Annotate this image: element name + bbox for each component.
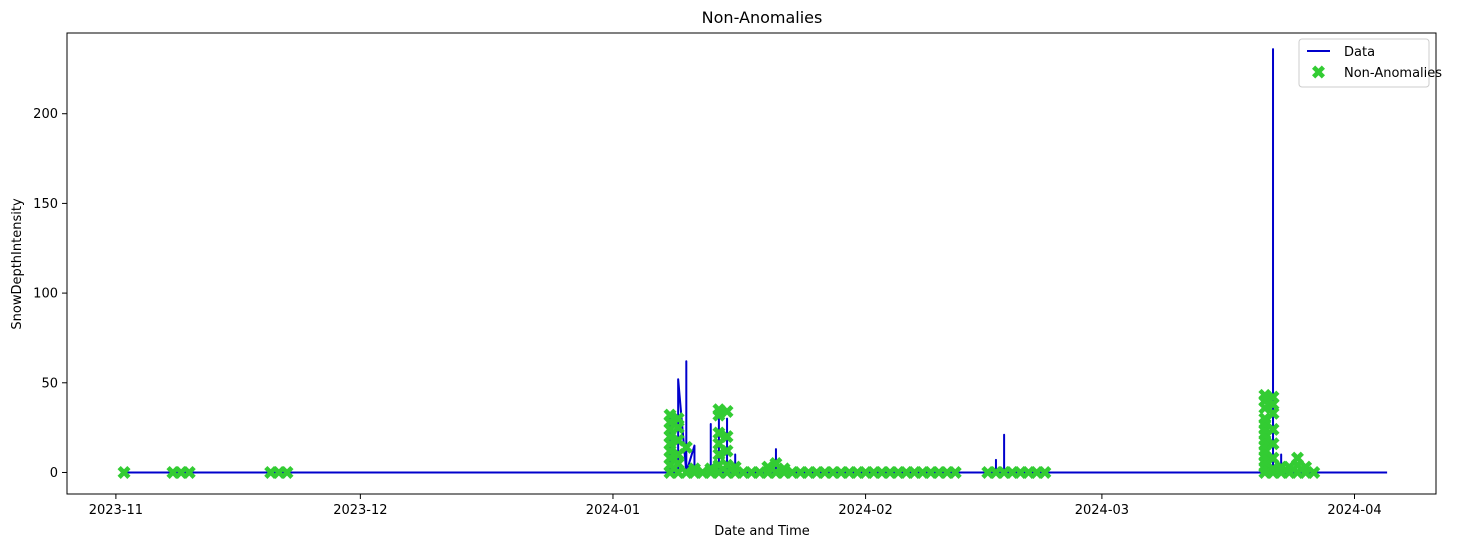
x-tick-label: 2023-11 <box>89 503 143 518</box>
non-anomaly-point <box>1258 388 1272 402</box>
non-anomaly-point <box>687 462 701 476</box>
non-anomaly-point <box>712 426 726 440</box>
legend: Data Non-Anomalies <box>1298 38 1442 88</box>
non-anomaly-point <box>720 430 734 444</box>
x-tick-label: 2023-12 <box>333 503 387 518</box>
x-tick-label: 2024-03 <box>1075 503 1129 518</box>
non-anomaly-point <box>1307 465 1321 479</box>
non-anomaly-point <box>671 412 685 426</box>
non-anomaly-point <box>777 462 791 476</box>
legend-entry-non-anomalies: Non-Anomalies <box>1344 66 1442 81</box>
non-anomaly-point <box>679 440 693 454</box>
non-anomaly-point <box>1266 462 1280 476</box>
y-tick-label: 50 <box>41 376 58 391</box>
x-axis: 2023-11 2023-12 2024-01 2024-02 2024-03 2024-… <box>89 494 1382 518</box>
non-anomaly-point <box>1038 465 1052 479</box>
y-tick-label: 150 <box>33 197 58 212</box>
x-tick-label: 2024-02 <box>838 503 892 518</box>
x-tick-label: 2024-04 <box>1327 503 1381 518</box>
non-anomaly-point <box>948 465 962 479</box>
y-tick-label: 100 <box>33 287 58 302</box>
legend-entry-data: Data <box>1344 45 1375 60</box>
legend-x-marker-swatch <box>1312 65 1325 79</box>
non-anomaly-point <box>720 444 734 458</box>
non-anomaly-point <box>1290 451 1304 465</box>
non-anomaly-point <box>1266 437 1280 451</box>
non-anomaly-point <box>1266 422 1280 436</box>
non-anomaly-point <box>280 465 294 479</box>
non-anomaly-point <box>182 465 196 479</box>
plot-area <box>117 48 1388 479</box>
axes-frame <box>66 32 1437 495</box>
y-axis-label: SnowDepthIntensity <box>10 198 25 330</box>
non-anomaly-point <box>712 448 726 462</box>
chart-title: Non-Anomalies <box>702 8 823 27</box>
non-anomaly-point <box>1266 390 1280 404</box>
y-tick-label: 200 <box>33 107 58 122</box>
legend-box <box>1298 38 1430 88</box>
non-anomaly-point <box>117 465 131 479</box>
non-anomaly-point <box>704 462 718 476</box>
y-axis: 0 50 100 150 200 <box>33 107 67 481</box>
non-anomaly-point <box>1266 451 1280 465</box>
non-anomaly-point <box>663 408 677 422</box>
non-anomaly-point <box>712 403 726 417</box>
y-tick-label: 0 <box>50 466 58 481</box>
x-axis-label: Date and Time <box>714 524 810 539</box>
x-tick-label: 2024-01 <box>586 503 640 518</box>
legend-x-marker <box>1312 65 1325 79</box>
non-anomaly-point <box>720 404 734 418</box>
